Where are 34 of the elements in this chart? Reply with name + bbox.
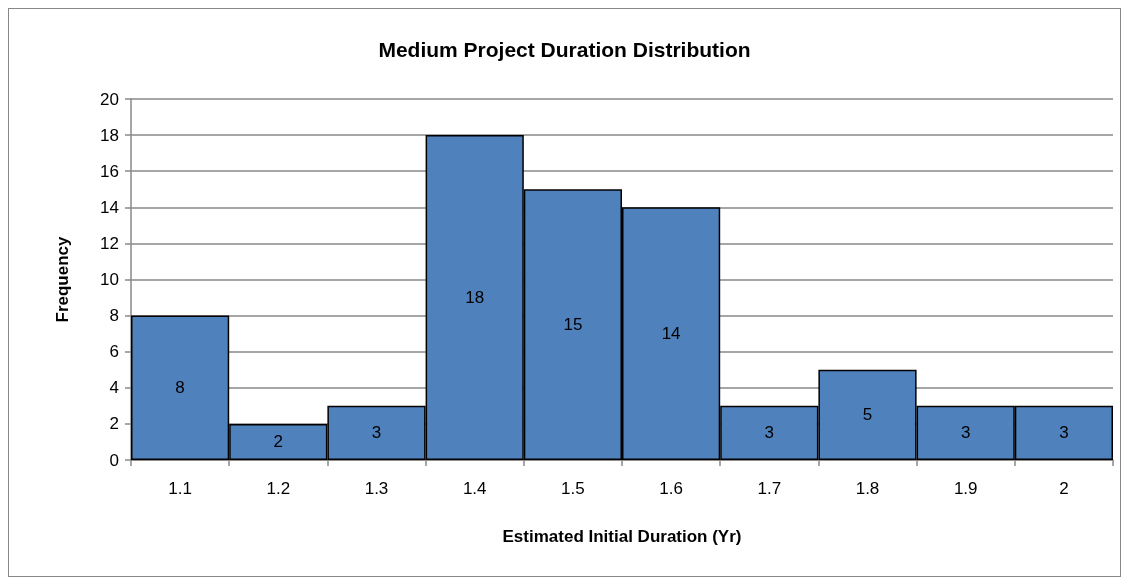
y-tick-label: 12 xyxy=(100,233,119,253)
y-tick-label: 18 xyxy=(100,125,119,145)
y-axis-title: Frequency xyxy=(53,235,72,323)
x-tick-label: 1.1 xyxy=(168,479,192,498)
data-label: 3 xyxy=(371,423,382,443)
y-tick-label: 16 xyxy=(100,161,119,181)
data-label: 5 xyxy=(862,405,873,425)
data-label: 14 xyxy=(661,324,681,344)
y-tick-label: 20 xyxy=(100,89,119,109)
data-label: 3 xyxy=(960,423,971,443)
data-label: 3 xyxy=(1059,423,1069,443)
x-axis-title: Estimated Initial Duration (Yr) xyxy=(502,527,742,546)
x-tick-label: 1.2 xyxy=(266,479,291,498)
data-label: 8 xyxy=(175,378,185,398)
y-tick-label: 8 xyxy=(109,306,119,326)
y-tick-label: 10 xyxy=(100,270,119,289)
x-tick-label: 1.7 xyxy=(757,479,782,498)
chart-title: Medium Project Duration Distribution xyxy=(378,38,751,61)
y-tick-label: 2 xyxy=(109,414,119,434)
y-tick-label: 14 xyxy=(100,197,119,217)
x-tick-label: 1.4 xyxy=(462,479,487,498)
data-label: 18 xyxy=(465,288,485,308)
y-tick-label: 6 xyxy=(109,342,119,362)
y-tick-label: 4 xyxy=(109,378,119,398)
data-label: 2 xyxy=(273,432,284,452)
data-label: 3 xyxy=(764,423,775,443)
data-label: 15 xyxy=(563,315,583,335)
y-tick-label: 0 xyxy=(109,450,119,470)
x-tick-label: 1.6 xyxy=(659,479,683,498)
x-tick-label: 1.3 xyxy=(364,479,389,498)
x-tick-label: 2 xyxy=(1059,479,1069,498)
x-tick-label: 1.8 xyxy=(855,479,880,498)
x-tick-label: 1.9 xyxy=(953,479,978,498)
x-tick-label: 1.5 xyxy=(561,479,585,498)
